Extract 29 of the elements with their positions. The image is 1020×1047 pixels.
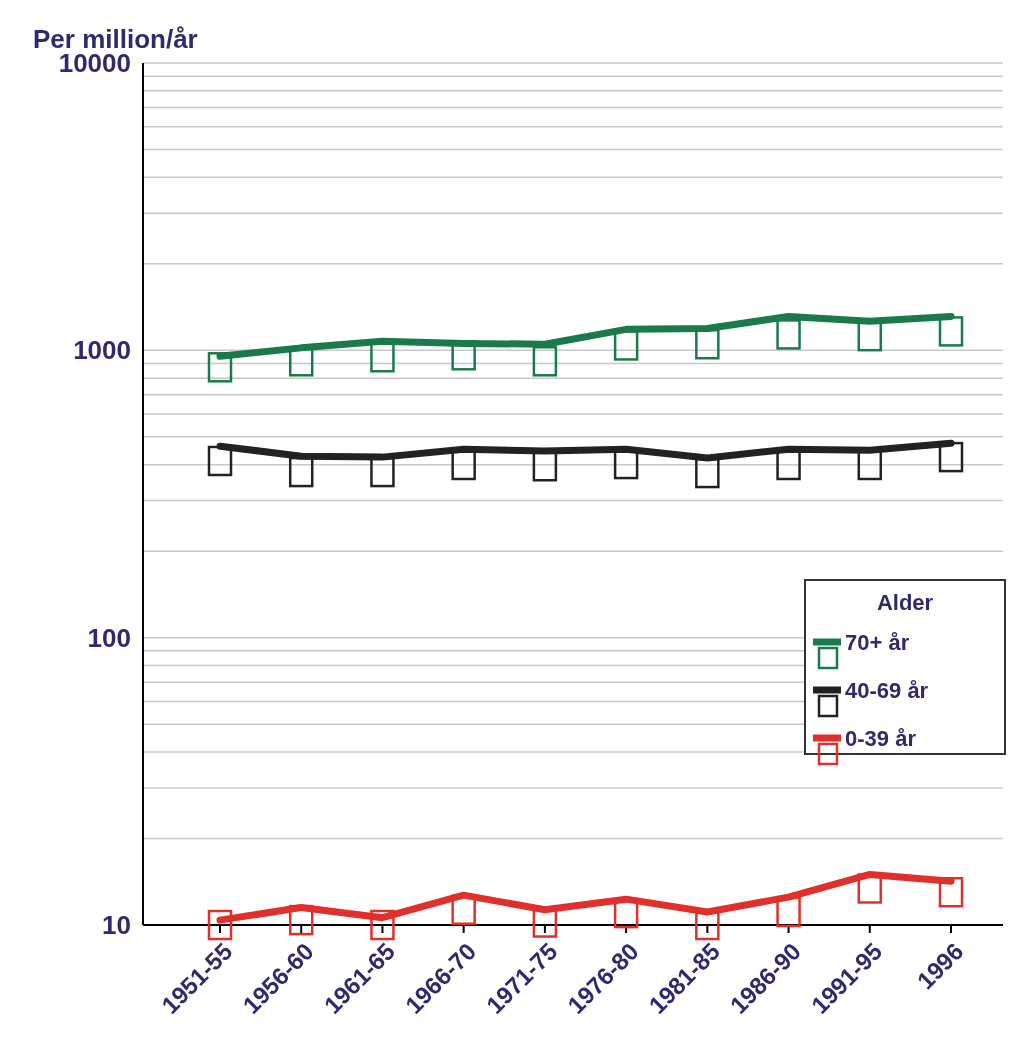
y-tick-label: 100 [87,622,131,653]
point [695,329,720,360]
point [370,456,395,488]
point [288,904,314,936]
point [857,873,883,904]
point [938,877,964,908]
point [695,457,720,489]
point [532,346,558,377]
point [857,449,883,481]
point [288,456,314,488]
point [370,909,395,941]
point [370,342,395,373]
point [613,897,639,929]
point [938,441,964,473]
y-tick-label: 10 [102,910,131,941]
legend-label: 70+ år [845,630,910,655]
point [207,352,233,383]
legend-label: 0-39 år [845,726,917,751]
point [207,909,233,941]
point [776,319,801,350]
y-tick-label: 1000 [73,335,131,366]
point [207,445,233,477]
point [613,330,639,361]
legend-label: 40-69 år [845,678,929,703]
point [776,896,801,928]
legend-title: Alder [876,590,934,615]
point [451,340,476,371]
point [451,894,476,925]
point [938,316,964,347]
